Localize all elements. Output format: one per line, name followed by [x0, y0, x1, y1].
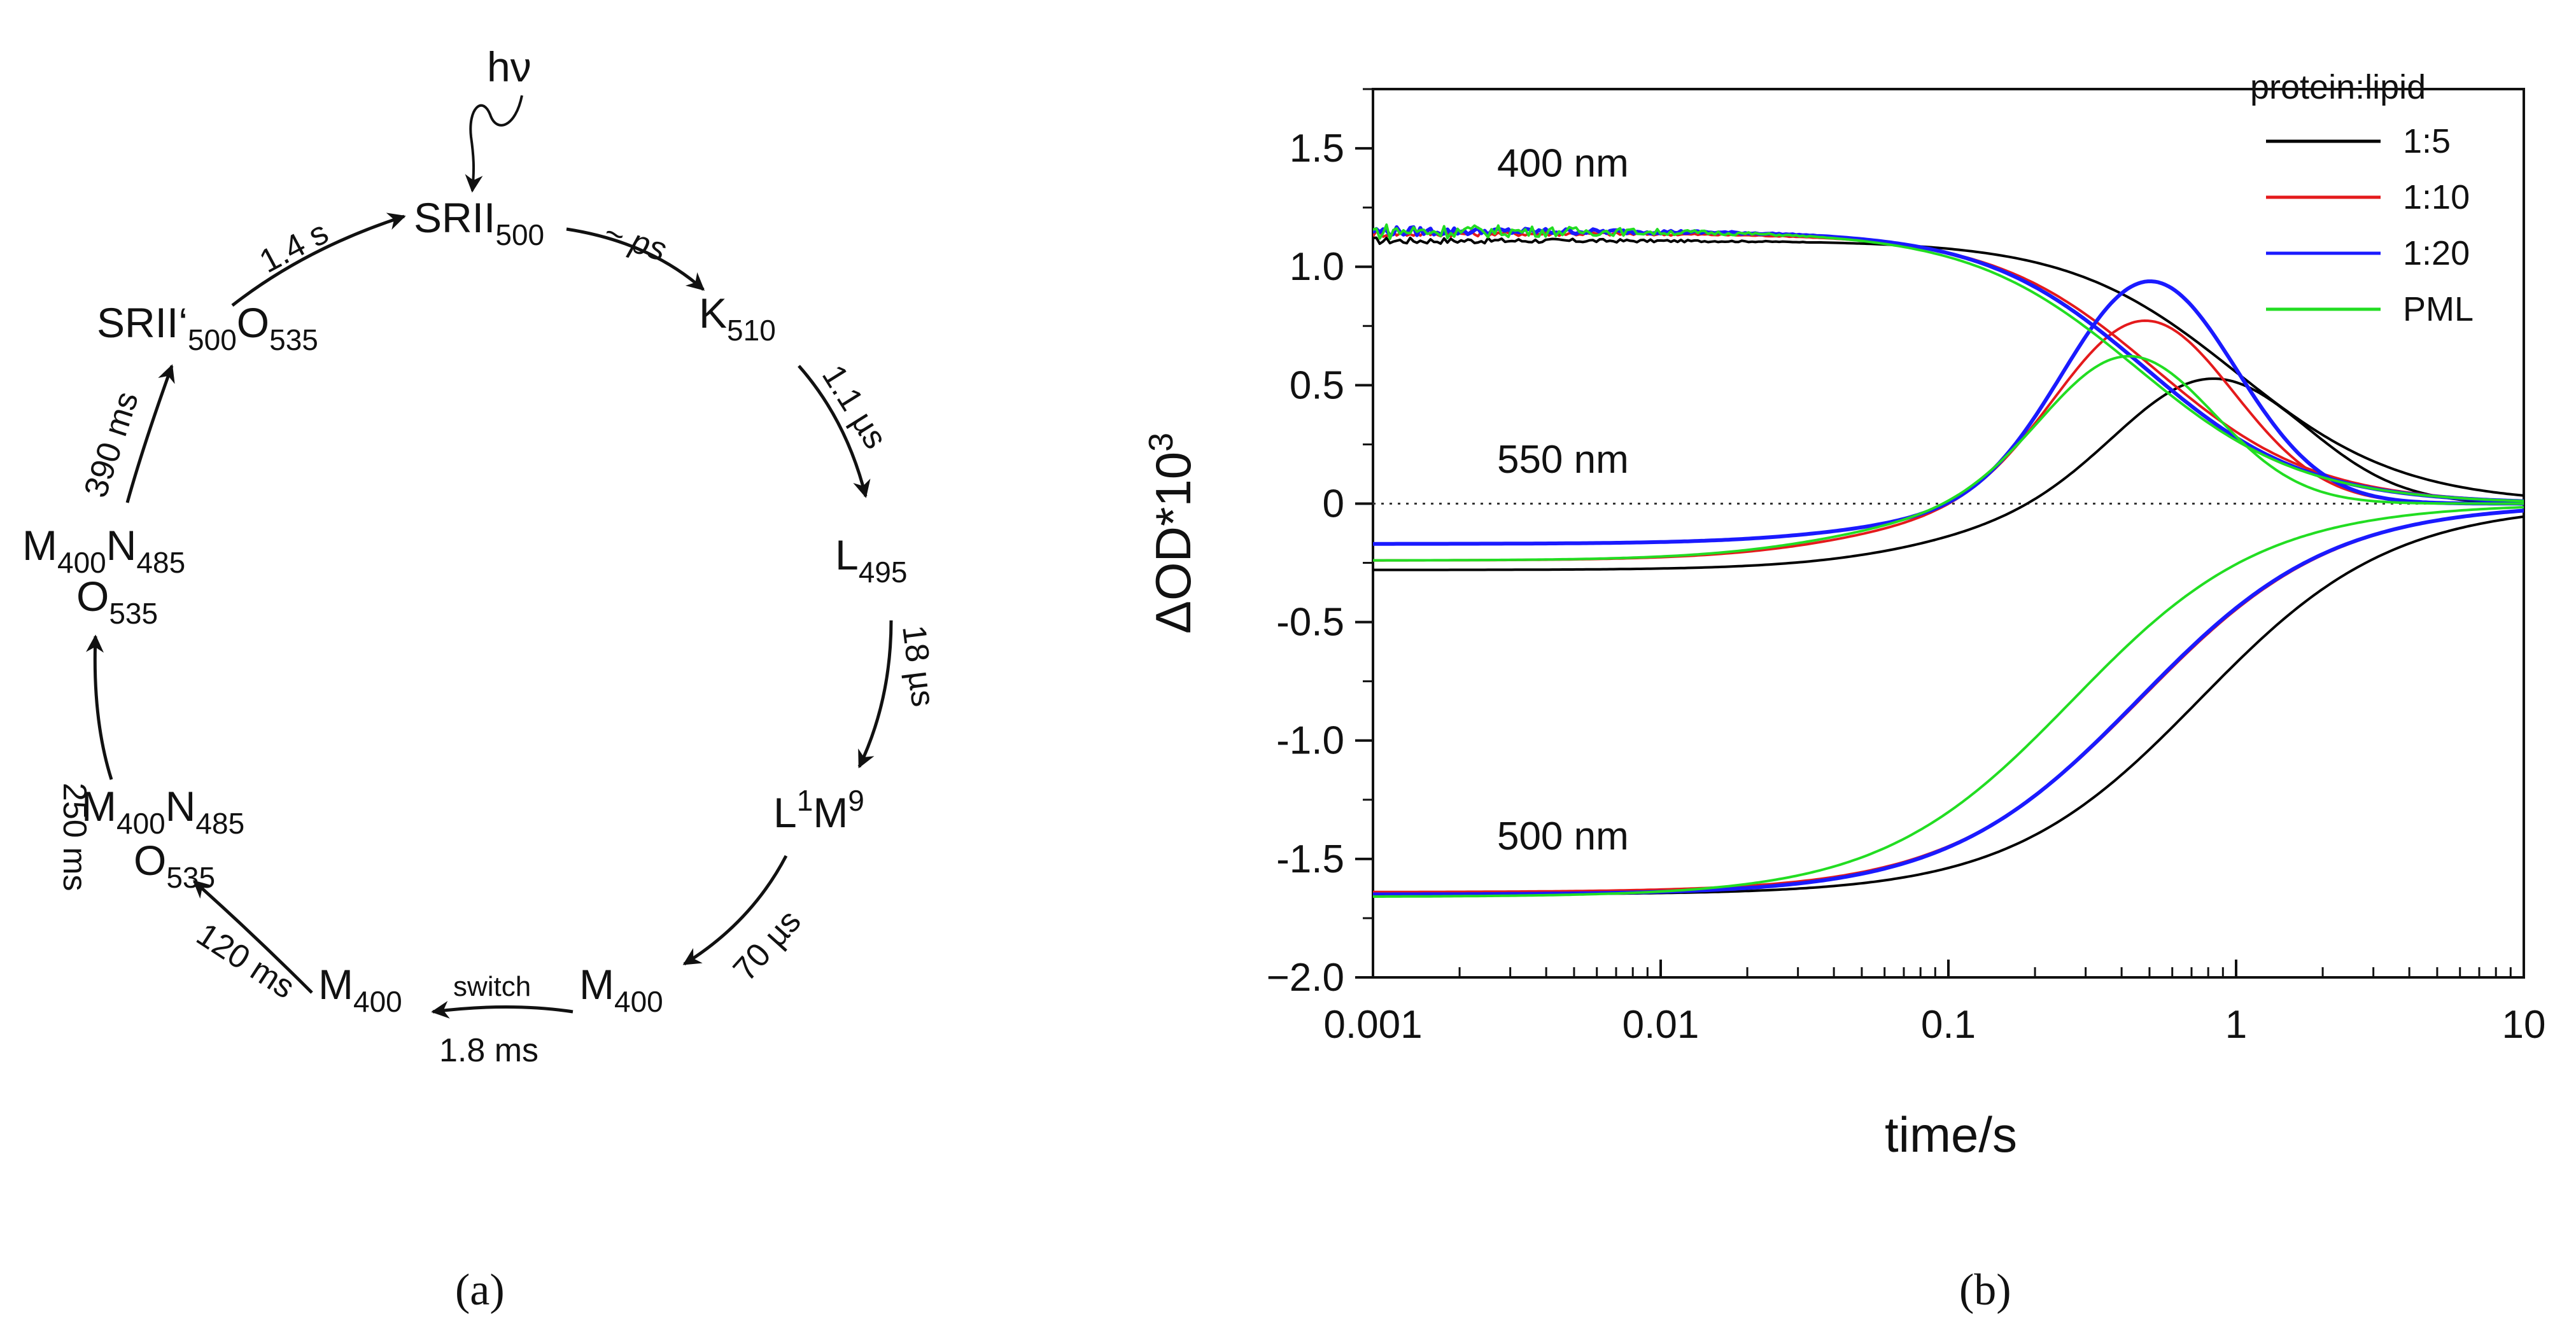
rate-70us: 70 µs: [726, 903, 808, 988]
series-1-5-400nm-line: [1373, 236, 2524, 497]
legend-entry: 1:20: [2403, 234, 2470, 272]
series-1-20-500nm-line: [1373, 508, 2524, 897]
x-tick-label: 1: [2225, 1003, 2247, 1047]
state-SRII500-O535: SRII‘500O535: [97, 299, 318, 356]
series-pml-500nm-line: [1373, 506, 2524, 898]
rate-1-4s: 1.4 s: [253, 214, 334, 280]
state-M400-left: M400: [318, 961, 402, 1018]
y-tick-label: 1.0: [1290, 245, 1344, 289]
rate-1-8ms: 1.8 ms: [439, 1032, 538, 1069]
arrow-lm-to-m: [682, 855, 788, 966]
legend-entry: 1:10: [2403, 178, 2470, 216]
legend-title: protein:lipid: [2250, 68, 2426, 106]
rate-18us: 18 µs: [895, 623, 941, 708]
y-tick-label: -1.5: [1276, 837, 1344, 881]
rate-250ms: 250 ms: [56, 783, 93, 891]
arrow-mn-to-mn: [86, 634, 113, 780]
wavelength-label: 550 nm: [1497, 438, 1629, 482]
rate-1-1us: 1.1 µs: [815, 359, 894, 456]
legend-entry: 1:5: [2403, 122, 2451, 160]
photon-wavy-arrow: [465, 95, 523, 193]
arrow-switch: [431, 1000, 574, 1019]
x-tick-label: 0.1: [1921, 1003, 1976, 1047]
y-tick-label: 1.5: [1290, 127, 1344, 171]
wavelength-label: 400 nm: [1497, 142, 1629, 186]
series-pml-550nm-line: [1373, 354, 2524, 562]
state-L1M9: L1M9: [773, 784, 864, 836]
rate-ps: ~ ps: [599, 214, 671, 269]
series-pml-400nm-line: [1373, 223, 2524, 503]
legend-entry: PML: [2403, 290, 2474, 328]
state-K510: K510: [699, 290, 776, 347]
photon-label: hν: [487, 43, 531, 90]
y-tick-label: −2.0: [1267, 956, 1344, 1000]
y-axis-label: ΔOD*103: [1142, 433, 1201, 634]
y-axis-label-main: ΔOD*10: [1145, 452, 1201, 634]
x-tick-label: 10: [2502, 1003, 2546, 1047]
state-M400N485-lower: M400N485: [81, 783, 244, 840]
arrow-l-to-lm: [857, 620, 893, 769]
state-L495: L495: [835, 531, 907, 589]
y-axis-label-exponent: 3: [1142, 433, 1180, 452]
panel-b-label: (b): [1959, 1266, 2011, 1315]
y-tick-label: 0.5: [1290, 363, 1344, 407]
x-tick-label: 0.01: [1622, 1003, 1700, 1047]
y-tick-label: -1.0: [1276, 719, 1344, 763]
panel-a-label: (a): [455, 1266, 505, 1315]
wavelength-label: 500 nm: [1497, 814, 1629, 858]
x-axis-label: time/s: [1885, 1107, 2017, 1163]
photocycle-diagram: hν SRII500 K510 L495 L1M9 M400 M400 M400…: [22, 43, 941, 1315]
arrow-k-to-l: [798, 365, 871, 498]
y-tick-label: -0.5: [1276, 601, 1344, 645]
kinetics-chart: 0.001 0.01 0.1 1 10 1.5 1.0 0.5 0 -0.5 -1.0 -1.5 −2.…: [1142, 68, 2545, 1315]
rate-switch: switch: [453, 971, 531, 1002]
state-O535-upper: O535: [76, 573, 158, 630]
arrow-return-to-sr: [231, 213, 406, 307]
y-tick-label: 0: [1323, 482, 1344, 526]
arrow-sr-to-k: [566, 227, 705, 291]
rate-390ms: 390 ms: [77, 388, 146, 502]
x-tick-label: 0.001: [1323, 1003, 1422, 1047]
state-M400N485-upper: M400N485: [22, 522, 185, 579]
series-1-5-550nm-line: [1373, 377, 2524, 571]
state-O535-lower: O535: [134, 837, 215, 894]
state-SRII500: SRII500: [414, 194, 544, 251]
state-M400-right: M400: [579, 961, 663, 1018]
arrow-m-to-mn: [192, 880, 313, 994]
arrow-mno-to-sro: [125, 364, 175, 503]
